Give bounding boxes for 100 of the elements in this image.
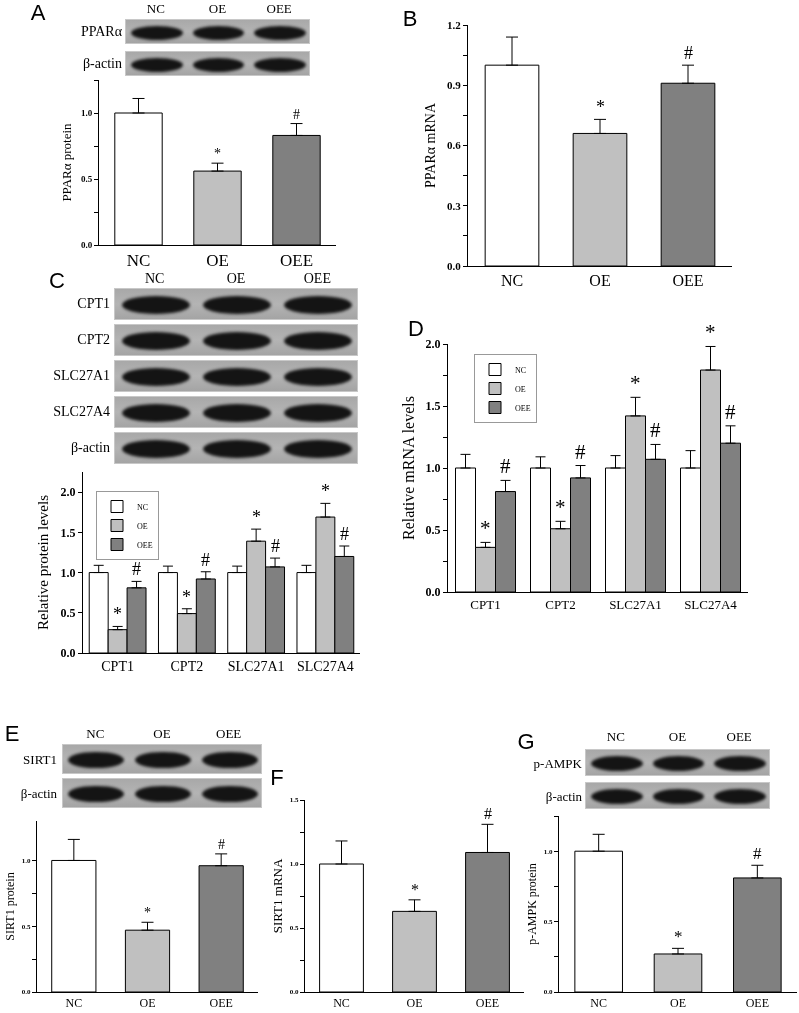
text: NC <box>606 728 625 744</box>
text: G <box>517 729 535 754</box>
y-tick-label: 0.5 <box>80 174 93 185</box>
data-label: # <box>293 107 300 122</box>
data-label: * <box>182 587 191 607</box>
x-tick-label: OEE <box>745 996 769 1011</box>
text: OEE <box>216 725 242 741</box>
y-axis-title: Relative mRNA levels <box>400 396 417 540</box>
data-label: * <box>630 371 641 395</box>
x-tick-label: OEE <box>475 996 500 1011</box>
x-tick-label: SLC27A1 <box>609 596 662 612</box>
y-axis-title: PPARα mRNA <box>422 102 438 189</box>
y-tick-label: 0.5 <box>60 605 76 620</box>
text: C <box>49 268 65 293</box>
x-tick-label: OE <box>406 996 423 1011</box>
data-label: # <box>684 43 693 63</box>
x-tick-label: NC <box>333 996 350 1011</box>
data-label: # <box>484 805 492 822</box>
x-tick-label: NC <box>500 272 524 290</box>
x-tick-label: OEE <box>209 996 233 1011</box>
legend-label: NC <box>137 502 149 512</box>
y-tick-label: 1.2 <box>447 18 462 31</box>
text: OE <box>208 0 227 16</box>
text: SLC27A1 <box>53 368 110 383</box>
data-label: # <box>575 440 586 464</box>
data-label: # <box>725 400 736 424</box>
x-tick-label: CPT1 <box>470 596 501 612</box>
y-tick-label: 0.0 <box>60 646 76 661</box>
data-label: * <box>252 507 261 527</box>
data-label: # <box>753 844 762 863</box>
y-tick-label: 0.6 <box>447 139 462 152</box>
y-tick-label: 0.9 <box>447 79 462 92</box>
data-label: * <box>705 320 716 344</box>
text: A <box>30 0 46 25</box>
text: SLC27A4 <box>53 404 110 419</box>
text: CPT2 <box>77 332 110 347</box>
x-tick-label: SLC27A1 <box>227 658 285 674</box>
text: F <box>270 765 284 790</box>
y-tick-label: 1.0 <box>60 565 76 580</box>
x-tick-label: OEE <box>279 251 314 271</box>
text: SIRT1 <box>23 751 57 767</box>
legend-label: OE <box>137 521 148 531</box>
data-label: * <box>144 905 151 920</box>
data-label: * <box>411 881 419 898</box>
y-axis-title: SIRT1 protein <box>3 872 18 941</box>
y-axis-title: PPARα protein <box>58 122 74 202</box>
text: CPT1 <box>77 296 110 311</box>
text: β-actin <box>20 785 57 801</box>
data-label: * <box>480 516 491 540</box>
x-tick-label: CPT2 <box>545 596 576 612</box>
x-tick-label: OE <box>206 251 229 271</box>
x-tick-label: NC <box>590 996 608 1011</box>
data-label: * <box>674 927 683 946</box>
x-tick-label: NC <box>126 251 151 271</box>
x-tick-label: CPT2 <box>170 658 204 674</box>
x-tick-label: SLC27A4 <box>684 596 738 612</box>
data-label: * <box>321 481 330 501</box>
y-axis-title: Relative protein levels <box>34 494 51 630</box>
y-tick-label: 0.0 <box>425 585 441 600</box>
data-label: * <box>596 97 605 117</box>
x-tick-label: OE <box>139 996 156 1011</box>
y-axis-title: SIRT1 mRNA <box>269 858 285 934</box>
y-tick-label: 1.5 <box>60 525 76 540</box>
y-tick-label: 2.0 <box>425 337 441 352</box>
text: B <box>402 6 418 31</box>
data-label: # <box>271 536 280 556</box>
y-tick-label: 1.0 <box>80 108 93 119</box>
legend-label: OE <box>515 384 526 394</box>
text: NC <box>146 0 165 16</box>
y-tick-label: 2.0 <box>60 485 76 500</box>
y-tick-label: 0.0 <box>80 240 93 251</box>
text: β-actin <box>71 440 110 455</box>
text: p-AMPK <box>533 755 582 770</box>
data-label: # <box>218 837 225 852</box>
data-label: * <box>555 495 566 519</box>
text: OEE <box>726 728 752 744</box>
data-label: * <box>214 146 221 161</box>
x-tick-label: SLC27A4 <box>296 658 354 674</box>
y-tick-label: 0.3 <box>447 199 462 212</box>
y-axis-title: p-AMPK protein <box>525 863 540 945</box>
data-label: # <box>340 524 349 544</box>
text: β-actin <box>83 55 122 71</box>
text: PPARα <box>80 23 122 39</box>
text: NC <box>86 725 105 741</box>
text: OE <box>153 725 171 741</box>
legend-label: OEE <box>515 403 531 413</box>
legend-label: OEE <box>137 540 153 550</box>
text: OE <box>668 728 687 744</box>
y-tick-label: 0.5 <box>425 523 441 538</box>
data-label: # <box>650 418 661 442</box>
y-tick-label: 0.0 <box>447 259 462 272</box>
data-label: # <box>500 454 511 478</box>
data-label: # <box>201 550 210 570</box>
legend-label: NC <box>515 365 527 375</box>
y-tick-label: 1.0 <box>425 461 441 476</box>
text: β-actin <box>545 788 582 803</box>
x-tick-label: CPT1 <box>101 658 134 674</box>
x-tick-label: OE <box>670 996 686 1011</box>
data-label: * <box>113 604 122 624</box>
data-label: # <box>132 559 141 579</box>
